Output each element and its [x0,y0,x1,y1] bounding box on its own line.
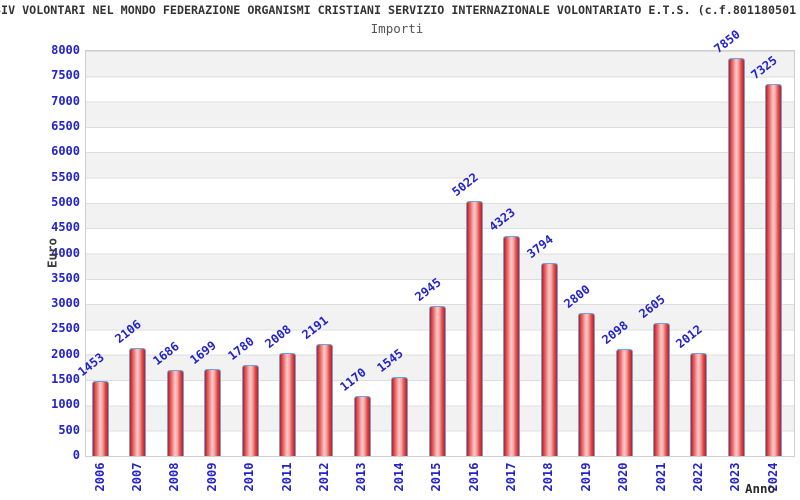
x-axis-title: Anno [745,481,776,496]
bar [316,344,334,456]
x-tick-label: 2023 [728,462,743,492]
bar-value-label: 1686 [150,338,182,368]
bar-value-label: 2945 [411,275,444,304]
x-tick-label: 2008 [167,462,182,492]
bar-value-label: 2008 [262,322,294,352]
bar [204,369,222,456]
x-tick-label: 2011 [279,462,294,492]
y-tick-label: 1000 [51,397,80,412]
x-tick-label: 2021 [653,462,668,492]
bar [615,348,633,456]
bar [353,395,371,456]
x-tick-label: 2010 [242,462,257,492]
y-tick-label: 4500 [51,220,80,235]
bar [428,305,446,456]
y-tick-label: 4000 [51,245,80,260]
x-tick-label: 2016 [466,462,481,492]
x-tick-label: 2006 [92,462,107,492]
y-axis-title: Euro [44,237,60,269]
page-title: SIV VOLONTARI NEL MONDO FEDERAZIONE ORGA… [0,3,797,17]
y-tick-label: 0 [72,448,80,462]
bar [578,313,596,456]
bar [690,353,708,456]
bar-value-label: 2605 [636,292,668,322]
y-tick-label: 8000 [51,43,80,57]
bar-value-label: 5022 [449,169,481,199]
bar-value-label: 2098 [598,317,631,347]
bar [92,381,109,456]
bar [466,200,483,456]
bar-value-label: 7325 [748,53,780,83]
bar-value-label: 2800 [561,282,593,312]
x-tick-label: 2020 [616,462,631,492]
y-tick-label: 5500 [51,169,80,184]
y-tick-label: 3000 [51,296,80,311]
bar-value-label: 4323 [486,205,519,235]
bar-value-label: 1780 [224,334,257,363]
x-tick-label: 2012 [316,462,331,492]
x-tick-label: 2022 [690,462,705,492]
bar-value-label: 1453 [75,350,107,380]
y-tick-label: 5000 [51,194,80,209]
bar [503,236,521,456]
y-tick-label: 3500 [51,270,80,285]
bar [279,353,296,456]
x-tick-label: 2013 [354,462,369,492]
x-tick-label: 2015 [429,462,444,492]
y-tick-label: 6500 [51,118,80,133]
y-tick-label: 7000 [51,93,80,108]
bar [241,364,259,456]
bar-value-label: 2106 [112,317,145,347]
bar [765,84,783,456]
chart-subtitle: Importi [370,21,424,36]
y-tick-label: 7500 [51,68,80,83]
y-tick-label: 2500 [51,321,80,336]
bar-value-label: 2012 [673,322,706,352]
x-tick-label: 2009 [204,462,219,492]
bar [653,323,670,456]
y-tick-label: 500 [58,422,80,437]
bar [540,262,558,456]
y-tick-label: 2000 [51,346,80,361]
bar [166,369,184,456]
bar-value-label: 1699 [187,338,219,367]
bar-value-label: 2191 [299,313,332,343]
x-tick-label: 2014 [391,462,406,492]
x-tick-label: 2007 [129,462,144,492]
x-tick-label: 2017 [503,462,518,492]
bar [129,348,147,456]
bar [727,57,745,456]
plot-area: 1453 2106 1686 1699 1780 2008 2191 1170 1545 2945… [75,27,795,457]
y-tick-label: 6000 [51,144,80,159]
y-tick-label: 1500 [51,372,80,387]
x-tick-label: 2018 [541,462,556,492]
bar-value-label: 1545 [374,345,406,375]
x-tick-label: 2019 [578,462,593,492]
bar-value-label: 3794 [524,232,556,261]
bar [391,376,409,456]
bar-value-label: 1170 [337,364,369,394]
